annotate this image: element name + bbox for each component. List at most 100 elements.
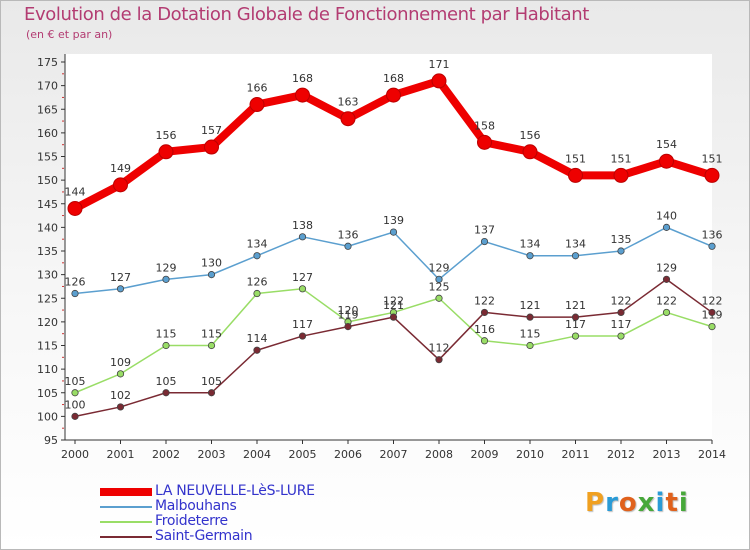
- data-label: 122: [702, 294, 723, 307]
- data-point: [617, 247, 625, 255]
- y-tick-label: 155: [37, 151, 58, 164]
- data-label: 154: [656, 138, 677, 151]
- data-point: [204, 139, 219, 155]
- y-tick-label: 145: [37, 198, 58, 211]
- data-label: 121: [383, 299, 404, 312]
- y-tick-label: 175: [37, 56, 58, 69]
- data-label: 115: [520, 328, 541, 341]
- data-point: [435, 294, 443, 302]
- data-label: 126: [65, 276, 86, 289]
- data-point: [344, 322, 352, 331]
- data-point: [571, 313, 580, 321]
- y-tick-label: 140: [37, 221, 58, 234]
- data-point: [568, 167, 583, 183]
- x-tick-label: 2004: [243, 448, 271, 461]
- data-point: [116, 285, 125, 293]
- data-point: [662, 223, 671, 231]
- logo-letter: r: [605, 488, 619, 518]
- data-point: [435, 356, 443, 364]
- data-label: 140: [656, 209, 677, 222]
- logo-letter: i: [655, 488, 666, 518]
- data-point: [617, 308, 625, 317]
- data-label: 125: [429, 280, 450, 293]
- x-tick-label: 2011: [562, 448, 590, 461]
- y-tick-label: 170: [37, 80, 58, 93]
- x-tick-label: 2013: [653, 448, 681, 461]
- x-tick-label: 2014: [698, 448, 726, 461]
- data-label: 114: [247, 332, 268, 345]
- y-tick-label: 105: [37, 387, 58, 400]
- data-point: [708, 308, 716, 317]
- logo-letter: x: [637, 488, 656, 518]
- data-point: [389, 313, 398, 321]
- data-point: [71, 412, 79, 420]
- data-label: 129: [429, 261, 450, 274]
- data-label: 130: [201, 257, 222, 270]
- data-label: 100: [65, 398, 86, 411]
- data-point: [708, 242, 716, 250]
- x-tick-label: 2010: [516, 448, 544, 461]
- data-label: 151: [702, 152, 723, 165]
- data-point: [389, 228, 398, 236]
- data-point: [207, 271, 216, 279]
- x-tick-label: 2000: [61, 448, 89, 461]
- data-label: 105: [201, 375, 222, 388]
- legend-label: Froideterre: [155, 513, 228, 529]
- x-tick-label: 2012: [607, 448, 635, 461]
- y-tick-label: 165: [37, 103, 58, 116]
- data-label: 120: [338, 304, 359, 317]
- data-point: [526, 313, 534, 321]
- data-label: 156: [520, 129, 541, 142]
- data-label: 121: [520, 299, 541, 312]
- data-label: 122: [474, 294, 495, 307]
- data-point: [386, 87, 401, 103]
- data-point: [298, 285, 307, 293]
- data-point: [431, 73, 447, 89]
- data-point: [477, 134, 492, 150]
- data-label: 163: [338, 96, 359, 109]
- data-point: [480, 308, 489, 317]
- x-tick-label: 2002: [152, 448, 180, 461]
- data-label: 129: [656, 261, 677, 274]
- data-point: [253, 346, 261, 354]
- y-tick-label: 115: [37, 340, 58, 353]
- data-point: [435, 275, 443, 283]
- data-label: 121: [565, 299, 586, 312]
- data-label: 127: [110, 271, 131, 284]
- data-point: [249, 97, 265, 113]
- chart-subtitle: (en € et par an): [26, 28, 113, 41]
- data-point: [613, 167, 629, 183]
- data-point: [162, 275, 170, 283]
- x-tick-label: 2006: [334, 448, 362, 461]
- data-point: [344, 242, 352, 250]
- logo-letter: i: [678, 488, 689, 518]
- data-label: 115: [156, 328, 177, 341]
- y-tick-label: 95: [44, 434, 58, 447]
- data-point: [480, 237, 489, 246]
- x-tick-label: 2009: [471, 448, 499, 461]
- data-label: 171: [429, 58, 450, 71]
- data-label: 136: [338, 228, 359, 241]
- data-label: 122: [611, 294, 632, 307]
- data-label: 117: [292, 318, 313, 331]
- data-label: 109: [110, 356, 131, 369]
- data-point: [340, 111, 356, 127]
- data-label: 135: [611, 233, 632, 246]
- data-point: [526, 252, 534, 260]
- legend-swatch: [100, 521, 152, 523]
- data-label: 156: [156, 129, 177, 142]
- data-point: [526, 341, 534, 350]
- y-tick-label: 130: [37, 269, 58, 282]
- data-label: 157: [201, 124, 222, 137]
- data-label: 126: [247, 276, 268, 289]
- data-label: 102: [110, 389, 131, 402]
- data-point: [522, 144, 538, 160]
- logo-letter: P: [585, 488, 606, 518]
- chart-title: Evolution de la Dotation Globale de Fonc…: [24, 4, 589, 25]
- data-label: 127: [292, 271, 313, 284]
- legend-swatch: [100, 488, 152, 496]
- data-label: 151: [611, 152, 632, 165]
- y-tick-label: 150: [37, 174, 58, 187]
- data-point: [298, 233, 307, 241]
- data-point: [253, 289, 261, 298]
